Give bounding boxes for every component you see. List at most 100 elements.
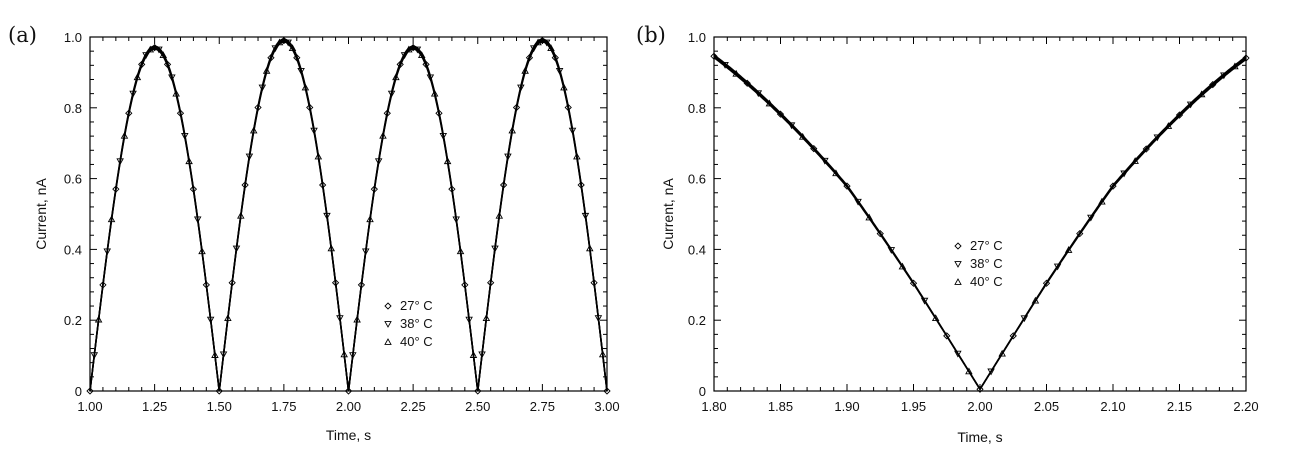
- data-point-triangle-down: [568, 127, 577, 135]
- x-tick-label: 2.75: [530, 399, 555, 414]
- legend-marker-triangle-down: [384, 321, 392, 328]
- series-line-diamond: [713, 55, 1247, 391]
- data-point-triangle-up: [249, 126, 258, 134]
- x-tick-label: 1.95: [901, 399, 926, 414]
- data-point-triangle-down: [529, 45, 538, 53]
- legend-label: 27° C: [970, 238, 1003, 253]
- x-tick-label: 2.20: [1233, 399, 1258, 414]
- legend-marker-triangle-up: [954, 278, 962, 285]
- data-point-triangle-up: [547, 44, 555, 52]
- data-point-diamond: [267, 54, 275, 62]
- data-point-diamond: [1076, 230, 1084, 238]
- data-point-triangle-up: [159, 51, 168, 58]
- data-point-triangle-down: [1120, 170, 1128, 178]
- data-point-diamond: [590, 279, 598, 287]
- data-point-diamond: [564, 103, 572, 112]
- data-point-triangle-down: [219, 351, 228, 359]
- data-point-triangle-down: [387, 90, 396, 98]
- panel-label: (a): [8, 23, 37, 47]
- data-point-triangle-up: [998, 349, 1006, 357]
- legend-marker-triangle-down: [954, 261, 962, 268]
- data-point-diamond: [125, 109, 133, 117]
- data-point-triangle-down: [478, 351, 486, 359]
- data-point-diamond: [86, 387, 94, 395]
- x-tick-label: 2.50: [465, 399, 490, 414]
- data-point-diamond: [370, 185, 378, 193]
- data-point-triangle-down: [193, 216, 202, 224]
- y-tick-label: 0.8: [688, 101, 706, 116]
- data-point-diamond: [577, 181, 585, 189]
- data-point-triangle-down: [426, 74, 435, 82]
- x-tick-label: 2.05: [1034, 399, 1059, 414]
- data-point-triangle-down: [310, 127, 318, 135]
- data-point-triangle-down: [284, 39, 292, 47]
- data-point-diamond: [448, 185, 456, 193]
- data-point-triangle-up: [1131, 157, 1139, 164]
- data-point-diamond: [843, 182, 851, 190]
- data-point-diamond: [241, 181, 249, 189]
- data-point-triangle-down: [854, 198, 862, 206]
- data-point-diamond: [525, 54, 534, 62]
- data-point-diamond: [603, 387, 611, 395]
- data-point-triangle-up: [430, 89, 439, 97]
- series-line-diamond: [89, 39, 608, 392]
- data-point-triangle-down: [142, 52, 150, 60]
- data-point-triangle-down: [887, 247, 896, 254]
- data-point-triangle-down: [90, 352, 99, 360]
- legend-label: 40° C: [400, 334, 433, 349]
- legend: 27° C 38° C 40° C: [954, 238, 1003, 289]
- data-point-triangle-down: [1220, 72, 1228, 80]
- x-tick-label: 2.10: [1100, 399, 1125, 414]
- y-tick-label: 0: [75, 384, 82, 399]
- data-point-triangle-down: [920, 297, 929, 305]
- data-point-diamond: [396, 60, 404, 69]
- data-point-triangle-down: [1153, 134, 1162, 142]
- data-point-triangle-up: [898, 262, 907, 270]
- data-point-diamond: [551, 54, 559, 62]
- x-tick-label: 1.50: [207, 399, 232, 414]
- data-point-triangle-down: [413, 46, 422, 54]
- data-point-triangle-down: [116, 158, 124, 166]
- data-point-triangle-up: [931, 314, 940, 322]
- data-point-triangle-down: [168, 74, 176, 82]
- series-line-triangle-down: [89, 38, 608, 392]
- data-point-diamond: [499, 181, 508, 189]
- chart-panel-a: (a)1.00 1.25 1.50 1.75 2.00 2.25 2.50 2.75 3.000…: [8, 23, 620, 443]
- data-point-triangle-up: [94, 315, 103, 323]
- data-point-diamond: [512, 103, 521, 112]
- x-tick-label: 3.00: [594, 399, 619, 414]
- data-point-triangle-down: [581, 212, 590, 220]
- data-point-triangle-down: [987, 368, 995, 376]
- data-point-triangle-down: [271, 45, 280, 53]
- data-point-triangle-up: [482, 314, 491, 321]
- data-point-triangle-up: [314, 152, 323, 160]
- y-tick-label: 0.4: [688, 242, 706, 257]
- x-axis-title: Time, s: [326, 427, 371, 443]
- panel-label: (b): [636, 23, 666, 47]
- data-point-triangle-up: [107, 215, 116, 223]
- legend: 27° C 38° C 40° C: [384, 298, 433, 349]
- data-point-triangle-up: [146, 45, 155, 53]
- data-point-diamond: [909, 279, 918, 287]
- data-point-triangle-down: [754, 90, 763, 98]
- x-tick-label: 1.25: [142, 399, 167, 414]
- data-point-diamond: [461, 281, 469, 289]
- data-point-diamond: [743, 79, 751, 87]
- y-tick-label: 1.0: [688, 30, 706, 45]
- legend-marker-diamond: [954, 242, 962, 250]
- data-point-triangle-up: [1164, 122, 1173, 129]
- plot-frame: [89, 36, 608, 392]
- data-point-triangle-down: [258, 84, 267, 92]
- data-point-triangle-up: [521, 66, 529, 74]
- data-point-diamond: [976, 385, 984, 393]
- y-tick-label: 0.2: [688, 313, 706, 328]
- data-point-diamond: [435, 109, 443, 117]
- data-point-diamond: [422, 60, 430, 69]
- x-tick-label: 1.80: [701, 399, 726, 414]
- data-point-triangle-down: [439, 132, 448, 140]
- data-point-triangle-up: [366, 215, 374, 223]
- data-point-diamond: [99, 281, 107, 289]
- data-point-triangle-up: [120, 131, 129, 139]
- legend-label: 27° C: [400, 298, 433, 313]
- data-point-triangle-up: [340, 350, 348, 358]
